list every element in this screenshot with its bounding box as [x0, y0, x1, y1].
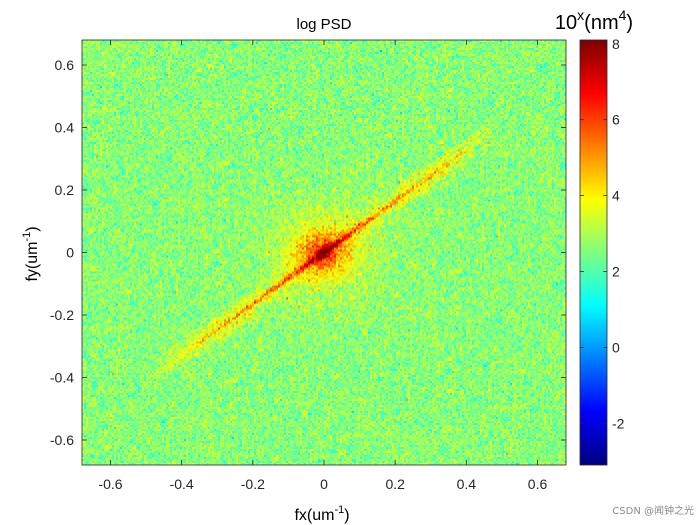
watermark: CSDN @闻钟之光 — [612, 504, 694, 517]
colorbar-tick-label: 4 — [612, 188, 620, 204]
y-tick-label: -0.6 — [50, 432, 74, 448]
x-tick-label: 0.6 — [528, 476, 548, 492]
colorbar-tick-label: 8 — [612, 36, 620, 52]
x-axis: -0.6 -0.4 -0.2 0 0.2 0.4 0.6 — [98, 40, 547, 492]
colorbar-container — [580, 40, 607, 465]
chart-title: log PSD — [296, 16, 351, 33]
x-tick-label: -0.6 — [98, 476, 122, 492]
colorbar-axis: 8 6 4 2 0 -2 — [580, 36, 625, 431]
x-tick-label: 0 — [320, 476, 328, 492]
colorbar-tick-label: 0 — [612, 339, 620, 355]
colorbar-tick-label: 6 — [612, 112, 620, 128]
y-tick-label: 0.2 — [55, 182, 75, 198]
x-tick-label: 0.4 — [457, 476, 477, 492]
y-tick-label: 0 — [66, 245, 74, 261]
y-axis: 0.6 0.4 0.2 0 -0.2 -0.4 -0.6 — [50, 57, 566, 448]
x-axis-label: fx(um-1) — [294, 504, 349, 524]
y-tick-label: 0.6 — [55, 57, 75, 73]
y-axis-label: fy(um-1) — [21, 226, 41, 281]
y-tick-label: 0.4 — [55, 120, 75, 136]
x-tick-label: -0.2 — [241, 476, 265, 492]
colorbar-title: 10x(nm4) — [555, 7, 633, 34]
colorbar-gradient — [580, 40, 607, 465]
psd-image-container — [82, 40, 566, 465]
colorbar-tick-label: -2 — [612, 415, 625, 431]
y-tick-label: -0.2 — [50, 307, 74, 323]
x-tick-label: -0.4 — [170, 476, 194, 492]
y-tick-label: -0.4 — [50, 370, 74, 386]
psd-heatmap — [82, 40, 566, 465]
x-tick-label: 0.2 — [385, 476, 405, 492]
colorbar-frame — [579, 39, 608, 466]
colorbar-tick-label: 2 — [612, 263, 620, 279]
